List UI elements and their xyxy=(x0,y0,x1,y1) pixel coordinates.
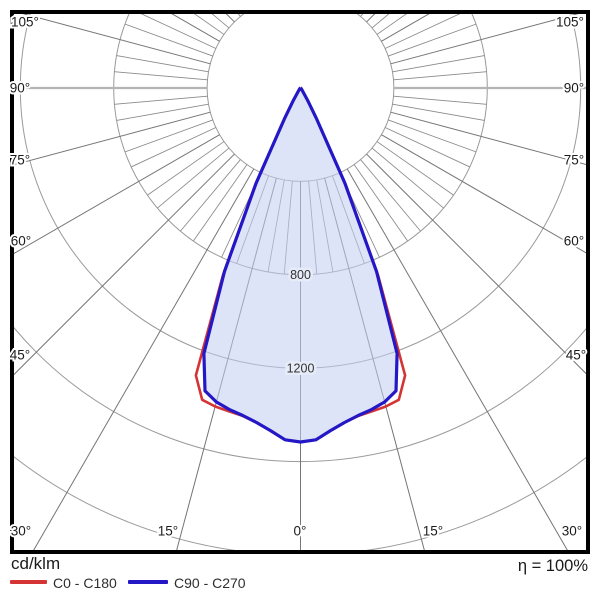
angle-label-45: 45° xyxy=(566,348,586,363)
unit-label: cd/klm xyxy=(11,554,61,573)
minor-ray xyxy=(116,103,209,121)
minor-ray xyxy=(340,0,379,3)
major-ray xyxy=(14,111,211,166)
minor-ray xyxy=(222,0,261,3)
angle-label-30: 30° xyxy=(11,524,31,539)
major-ray xyxy=(22,14,211,65)
minor-ray xyxy=(131,127,217,168)
angle-labels: 105° 90° 75° 60° 45° 30° 15° 0° 15° 30° 45° 60° 75° 9… xyxy=(8,13,588,541)
radial-value-label-1200: 1200 xyxy=(287,361,315,375)
minor-ray xyxy=(388,119,477,153)
minor-ray xyxy=(371,147,444,209)
angle-label-105: 105° xyxy=(11,15,39,30)
minor-ray xyxy=(393,95,487,105)
curve-layer xyxy=(194,86,407,444)
angle-label-15: 15° xyxy=(158,524,178,539)
legend-swatch-c90-c270 xyxy=(128,580,168,584)
minor-ray xyxy=(193,0,247,11)
angle-label-90: 90° xyxy=(564,81,584,96)
minor-ray xyxy=(180,159,241,232)
major-ray xyxy=(390,14,579,65)
beam-fill xyxy=(203,88,398,442)
minor-ray xyxy=(371,14,390,29)
major-ray xyxy=(33,168,255,550)
major-ray xyxy=(14,134,220,254)
angle-label-0: 0° xyxy=(294,524,307,539)
major-ray xyxy=(390,111,586,166)
major-ray xyxy=(366,153,586,375)
angle-label-30: 30° xyxy=(562,524,582,539)
minor-ray xyxy=(140,14,217,49)
angle-label-45: 45° xyxy=(10,348,30,363)
minor-ray xyxy=(353,164,408,242)
minor-ray xyxy=(193,164,248,242)
minor-ray xyxy=(116,55,209,73)
minor-ray xyxy=(147,141,225,196)
minor-ray xyxy=(114,95,208,105)
major-ray xyxy=(0,0,254,7)
major-ray xyxy=(14,153,235,376)
minor-ray xyxy=(124,119,213,153)
angle-label-75: 75° xyxy=(10,153,30,168)
angle-label-105: 105° xyxy=(556,15,584,30)
minor-ray xyxy=(354,0,408,11)
minor-ray xyxy=(211,14,230,29)
minor-ray xyxy=(393,71,487,81)
major-ray xyxy=(346,168,568,550)
angle-label-60: 60° xyxy=(11,234,31,249)
minor-ray xyxy=(194,14,225,35)
major-ray xyxy=(347,0,600,7)
angle-label-60: 60° xyxy=(564,234,584,249)
major-ray xyxy=(381,134,586,254)
light-output-ratio-label: η = 100% xyxy=(517,557,588,575)
angle-label-90: 90° xyxy=(10,81,30,96)
legend-swatch-c0-c180 xyxy=(10,580,47,584)
minor-ray xyxy=(392,103,485,121)
minor-ray xyxy=(388,23,477,57)
legend-label-c0-c180: C0 - C180 xyxy=(53,575,117,591)
minor-ray xyxy=(376,14,407,35)
minor-ray xyxy=(392,55,485,73)
minor-ray xyxy=(157,147,230,209)
minor-ray xyxy=(114,71,208,81)
minor-ray xyxy=(360,159,421,232)
legend-label-c90-c270: C90 - C270 xyxy=(174,575,246,591)
minor-ray xyxy=(384,127,470,168)
radial-value-label-800: 800 xyxy=(290,268,311,282)
chart-frame xyxy=(10,10,590,554)
minor-ray xyxy=(124,23,213,57)
angle-label-15: 15° xyxy=(423,524,443,539)
angle-label-75: 75° xyxy=(564,153,584,168)
curve-c90-c270 xyxy=(202,86,399,444)
minor-ray xyxy=(376,141,454,196)
minor-ray xyxy=(384,14,461,49)
